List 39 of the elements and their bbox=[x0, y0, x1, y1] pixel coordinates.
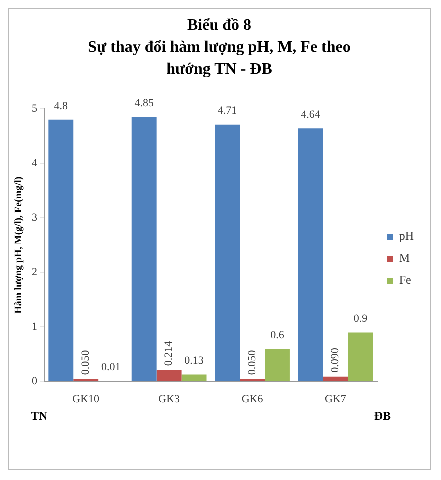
bar bbox=[298, 128, 324, 382]
legend-label: M bbox=[399, 251, 410, 266]
bar bbox=[215, 124, 240, 382]
data-label: 0.01 bbox=[101, 362, 121, 374]
legend-label: pH bbox=[399, 229, 414, 244]
y-tick-label: 2 bbox=[32, 266, 38, 279]
data-label: 0.6 bbox=[270, 329, 285, 342]
x-tick-label: GK10 bbox=[72, 393, 100, 406]
bar bbox=[48, 120, 74, 382]
data-label: 4.8 bbox=[54, 100, 69, 112]
text: ĐB bbox=[374, 409, 391, 424]
y-tick-label: 4 bbox=[32, 157, 38, 170]
data-label: 4.64 bbox=[301, 109, 321, 122]
data-label: 0.214 bbox=[163, 340, 176, 366]
bar bbox=[265, 349, 290, 382]
data-label: 0.090 bbox=[330, 348, 342, 373]
bar bbox=[323, 376, 348, 382]
data-label: 4.71 bbox=[218, 105, 238, 118]
y-axis-title: Hàm lượng pH, M(g/l), Fe(mg/l) bbox=[14, 176, 25, 314]
data-label: 4.85 bbox=[134, 98, 154, 110]
data-label: 0.9 bbox=[354, 313, 368, 326]
x-tick-label: GK3 bbox=[158, 393, 181, 406]
x-tick-label: GK6 bbox=[242, 393, 264, 406]
y-tick-label: 0 bbox=[32, 376, 38, 388]
legend-label: Fe bbox=[399, 273, 412, 288]
bar bbox=[156, 370, 182, 382]
y-tick-label: 3 bbox=[32, 212, 38, 224]
y-tick-label: 1 bbox=[32, 321, 38, 334]
chart-subtitle: Sự thay đổi hàm lượng pH, M, Fe theo hướng TN - ĐB bbox=[87, 38, 352, 80]
data-label: 0.050 bbox=[80, 350, 92, 376]
data-label: 0.13 bbox=[184, 355, 204, 368]
x-tick-label: GK7 bbox=[325, 393, 347, 406]
y-tick-label: 5 bbox=[32, 102, 38, 115]
chart-title: Biểu đồ 8 bbox=[186, 16, 252, 36]
bar bbox=[348, 332, 374, 382]
bar bbox=[182, 374, 207, 382]
text: TN bbox=[31, 409, 48, 424]
bar bbox=[132, 117, 157, 382]
data-label: 0.050 bbox=[246, 350, 258, 376]
